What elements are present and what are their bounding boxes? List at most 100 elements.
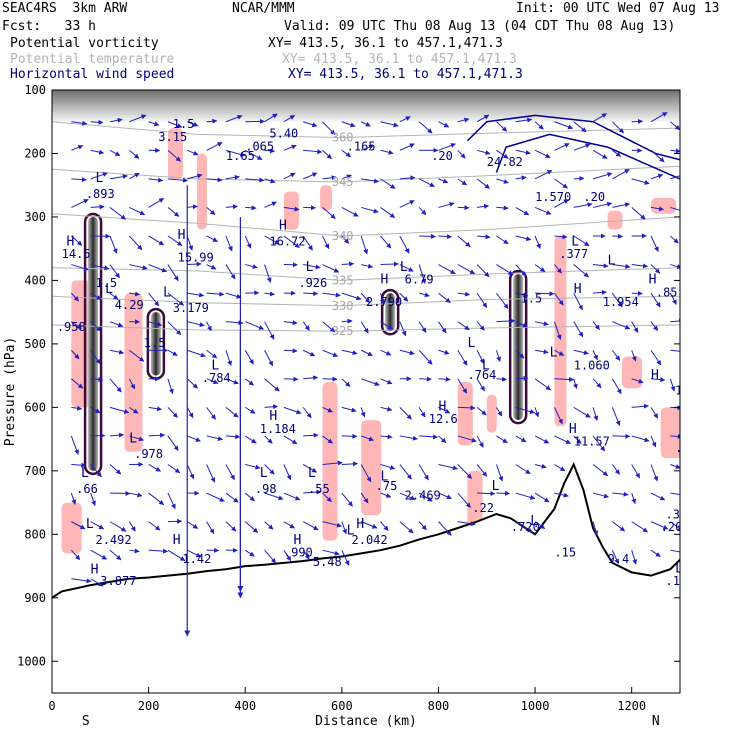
wind-vector <box>129 172 140 180</box>
wind-vector <box>71 120 88 126</box>
wind-vector <box>573 202 593 208</box>
pv-value-label: 5.40 <box>269 127 298 141</box>
wind-vector <box>206 142 223 151</box>
wind-vector <box>631 350 637 362</box>
wind-vector <box>380 464 396 470</box>
wind-vector <box>650 206 664 212</box>
pv-value-label: .065 <box>245 139 274 153</box>
pv-value-label: 6.79 <box>405 273 434 287</box>
theta-label-325: 325 <box>332 324 354 338</box>
wind-vector <box>573 321 584 338</box>
wind-vector <box>303 121 318 128</box>
wind-vector <box>283 464 292 481</box>
wind-vector <box>554 435 572 444</box>
wind-vector <box>650 173 664 180</box>
pink-region-6 <box>322 381 338 541</box>
pv-column-3 <box>385 293 396 332</box>
wind-vector <box>438 121 450 128</box>
wind-vector <box>515 492 536 500</box>
wind-vector <box>612 121 624 134</box>
wind-vector <box>419 292 430 298</box>
wind-vector <box>303 489 322 495</box>
wind-vector <box>418 464 429 481</box>
wind-vector <box>418 492 433 502</box>
field-xy-wind: XY= 413.5, 36.1 to 457.1,471.3 <box>288 67 523 82</box>
wind-vector <box>612 149 622 157</box>
wind-vector <box>148 521 161 531</box>
wind-vector <box>515 149 531 155</box>
wind-vector <box>554 143 570 151</box>
pink-region-2 <box>167 128 183 179</box>
wind-vector <box>573 349 589 356</box>
wind-vector <box>418 178 435 187</box>
extremum-marker: L <box>680 495 688 510</box>
wind-vector <box>90 264 110 271</box>
wind-vector <box>515 117 533 123</box>
wind-vector <box>283 435 298 445</box>
wind-vector <box>341 121 356 128</box>
wind-vector <box>477 491 496 497</box>
wind-vector <box>457 464 472 479</box>
wind-vector <box>438 521 452 536</box>
wind-vector <box>476 264 490 278</box>
extremum-marker: L <box>608 254 616 269</box>
wind-vector <box>302 321 310 331</box>
wind-vector <box>573 292 583 311</box>
wind-vector <box>187 121 199 127</box>
extremum-marker: H <box>569 422 577 437</box>
south-end-label: S <box>82 714 90 729</box>
wind-vector <box>361 378 380 387</box>
theta-label-360: 360 <box>332 131 354 145</box>
pv-value-label: 1.5 <box>521 292 543 306</box>
wind-vector <box>515 435 527 443</box>
wind-vector <box>283 348 298 354</box>
wind-vector <box>187 292 205 298</box>
wind-vector <box>399 175 416 181</box>
wind-vector <box>187 261 202 267</box>
wind-vector <box>264 464 275 475</box>
wind-vector <box>264 201 277 208</box>
wind-vector <box>264 378 280 392</box>
wind-vector <box>90 492 96 507</box>
wind-vector <box>303 149 323 155</box>
wind-vector <box>264 404 279 410</box>
field-xy-theta: XY= 413.5, 36.1 to 457.1,471.3 <box>282 52 517 67</box>
wind-vector <box>669 292 677 305</box>
wind-vector <box>148 321 163 327</box>
pv-value-label: .720 <box>511 520 540 534</box>
wind-vector <box>380 321 394 330</box>
pink-region-4 <box>283 191 299 230</box>
wind-vector <box>611 549 619 564</box>
wind-vector <box>534 378 551 391</box>
wind-vector <box>129 492 143 498</box>
wind-vector <box>341 461 358 467</box>
wind-vector <box>244 549 255 557</box>
wind-vector <box>534 321 549 327</box>
wind-vector <box>187 173 203 180</box>
wind-vector <box>90 204 105 210</box>
wind-vector <box>476 378 485 392</box>
wind-vector <box>322 264 340 273</box>
wind-vector <box>264 113 278 123</box>
wind-vector <box>380 261 399 267</box>
wind-vector <box>128 349 145 362</box>
extremum-marker: H <box>178 228 186 243</box>
wind-vector <box>650 377 666 383</box>
wind-vector <box>360 321 369 334</box>
wind-vector <box>438 435 447 443</box>
init-time: Init: 00 UTC Wed 07 Aug 13 <box>516 1 720 16</box>
wind-vector <box>283 492 301 501</box>
wind-vector <box>573 435 582 445</box>
wind-vector <box>283 376 299 382</box>
wind-vector <box>496 292 509 309</box>
wind-vector <box>167 435 179 451</box>
wind-vector <box>592 321 600 330</box>
wind-vector <box>90 349 101 365</box>
wind-vector <box>380 121 399 128</box>
wind-vector <box>631 403 649 409</box>
wind-vector <box>515 349 525 359</box>
wind-vector <box>90 377 104 382</box>
wind-vector <box>554 464 566 472</box>
pv-value-label: 1.954 <box>603 295 639 309</box>
wind-vector <box>476 149 491 156</box>
